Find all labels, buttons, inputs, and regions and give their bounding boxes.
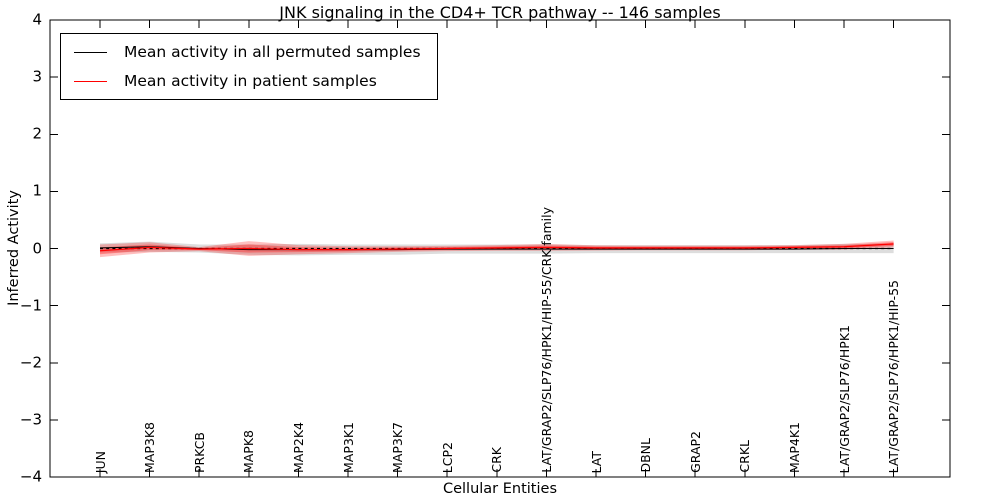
legend-label-patient: Mean activity in patient samples [124, 72, 377, 90]
x-tick-label: MAP4K1 [786, 422, 802, 473]
legend-line-patient-icon [74, 80, 107, 82]
x-tick-label: PRKCB [191, 431, 207, 473]
x-tick-label: MAPK8 [241, 429, 257, 473]
x-tick-label: JUN [92, 450, 108, 473]
x-tick-label: MAP2K4 [290, 422, 306, 473]
y-tick-label: 3 [32, 67, 42, 86]
legend-entry-permuted: Mean activity in all permuted samples [74, 43, 421, 61]
legend-entry-patient: Mean activity in patient samples [74, 72, 421, 90]
legend-label-permuted: Mean activity in all permuted samples [124, 43, 421, 61]
legend-line-permuted-icon [74, 51, 107, 53]
x-tick-label: LAT/GRAP2/SLP76/HPK1/HIP-55 [886, 279, 902, 473]
x-tick-label: LAT/GRAP2/SLP76/HPK1/HIP-55/CRK family [538, 207, 554, 473]
y-tick-label: −1 [19, 296, 42, 315]
x-tick-label: MAP3K7 [390, 422, 406, 473]
x-tick-label: LCP2 [439, 441, 455, 473]
y-tick-label: 2 [32, 124, 42, 143]
x-tick-label: DBNL [638, 438, 654, 473]
y-tick-label: −3 [19, 410, 42, 429]
y-tick-label: 4 [32, 10, 42, 29]
y-tick-label: 1 [32, 181, 42, 200]
y-tick-label: −4 [19, 467, 42, 486]
legend: Mean activity in all permuted samples Me… [60, 33, 438, 100]
x-tick-label: CRK [489, 447, 505, 473]
y-tick-label: 0 [32, 239, 42, 257]
x-axis-label: Cellular Entities [442, 481, 558, 497]
x-tick-label: GRAP2 [687, 431, 703, 473]
x-tick-label: MAP3K1 [340, 422, 356, 473]
x-tick-label: CRKL [737, 440, 753, 473]
x-tick-label: MAP3K8 [142, 422, 158, 473]
y-tick-label: −2 [19, 353, 42, 372]
chart-title: JNK signaling in the CD4+ TCR pathway --… [279, 3, 721, 22]
x-tick-label: LAT/GRAP2/SLP76/HPK1 [836, 324, 852, 473]
x-tick-label: LAT [588, 450, 604, 473]
